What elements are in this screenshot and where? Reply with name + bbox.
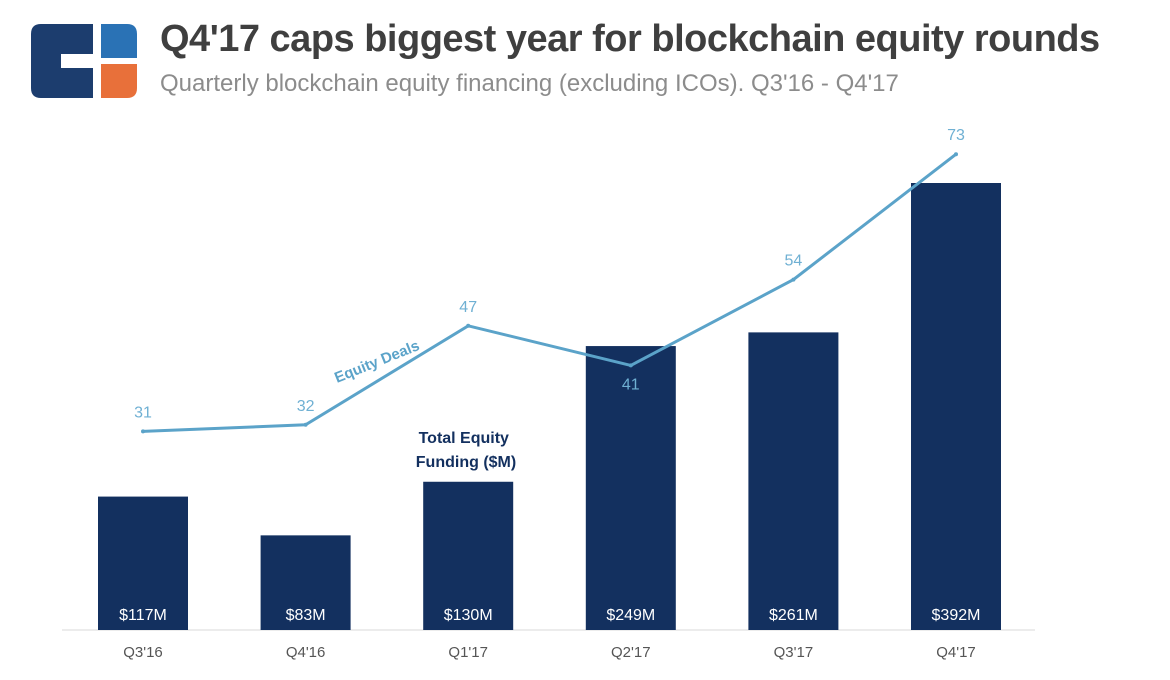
company-logo-icon	[31, 24, 137, 98]
bars-group: $117M $83M $130M $249M $261M $392M	[98, 183, 1001, 630]
category-label-0: Q3'16	[123, 644, 163, 661]
equity-deals-point-3	[628, 363, 633, 368]
bar-4	[748, 332, 839, 630]
category-label-1: Q4'16	[286, 644, 326, 661]
bar-value-label-0: $117M	[119, 607, 167, 624]
chart-subtitle: Quarterly blockchain equity financing (e…	[160, 70, 899, 97]
logo-left-block	[31, 24, 93, 98]
equity-deals-point-5	[954, 152, 958, 157]
equity-deals-point-2	[466, 323, 471, 328]
total-equity-funding-label-line-2: Funding ($M)	[416, 454, 516, 471]
equity-deals-value-label-3: 41	[622, 376, 640, 393]
equity-deals-point-4	[791, 277, 796, 282]
line-labels-group: 31 32 47 41 54 73	[134, 127, 965, 434]
equity-deals-point-0	[141, 429, 145, 434]
logo-top-right-block	[101, 24, 137, 58]
equity-deals-value-label-0: 31	[134, 404, 152, 421]
total-equity-funding-label-line-1: Total Equity	[419, 430, 509, 447]
bar-value-label-4: $261M	[769, 607, 818, 624]
bar-2	[423, 481, 514, 630]
bar-3	[585, 346, 676, 630]
bar-value-label-3: $249M	[606, 607, 655, 624]
logo-bottom-right-block	[101, 64, 137, 98]
equity-deals-value-label-4: 54	[785, 253, 803, 270]
bar-5	[911, 183, 1001, 630]
bar-1	[260, 535, 351, 630]
equity-deals-value-label-1: 32	[297, 398, 315, 415]
category-label-3: Q2'17	[611, 644, 651, 661]
category-label-5: Q4'17	[936, 644, 976, 661]
chart-title: Q4'17 caps biggest year for blockchain e…	[160, 18, 1100, 60]
equity-deals-line	[142, 153, 957, 433]
total-equity-funding-series-label: Total Equity Funding ($M)	[416, 430, 516, 471]
bar-value-label-2: $130M	[444, 607, 493, 624]
category-label-4: Q3'17	[774, 644, 814, 661]
equity-deals-value-label-2: 47	[459, 299, 477, 316]
bar-value-label-5: $392M	[932, 607, 981, 624]
category-label-2: Q1'17	[448, 644, 488, 661]
equity-deals-point-1	[303, 422, 308, 427]
bar-0	[98, 496, 188, 630]
bar-value-label-1: $83M	[286, 607, 326, 624]
category-labels-group: Q3'16 Q4'16 Q1'17 Q2'17 Q3'17 Q4'17	[123, 644, 976, 661]
equity-deals-value-label-5: 73	[947, 127, 965, 144]
